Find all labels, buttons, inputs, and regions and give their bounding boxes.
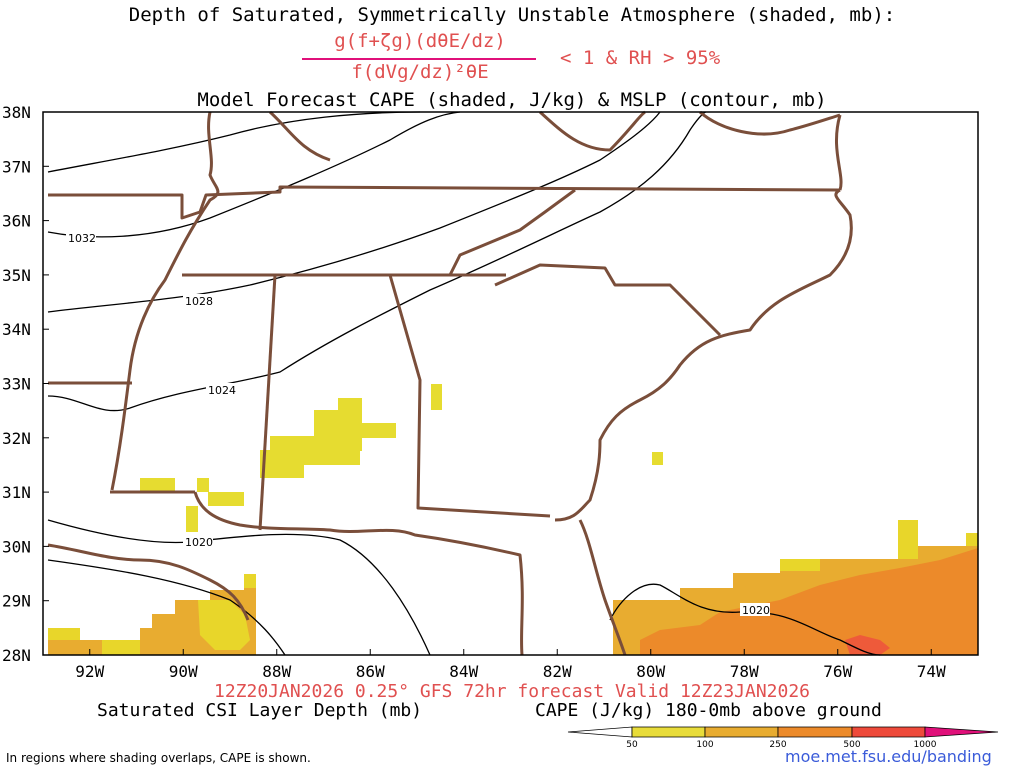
mslp-label-1020-east: 1020 [742,604,770,617]
source-url[interactable]: moe.met.fsu.edu/banding [785,747,992,766]
lon-tick-label: 88W [262,662,291,680]
colorbar-tick-label: 50 [626,740,638,750]
longitude-axis: 92W 90W 88W 86W 84W 82W 80W 78W 76W 74W [75,649,946,680]
colorbar-tick-label: 100 [696,740,713,750]
csi-legend-label: Saturated CSI Layer Depth (mb) [97,700,423,721]
colorbar-segment [631,726,706,738]
title-line-2: Model Forecast CAPE (shaded, J/kg) & MSL… [197,89,827,111]
lat-tick-label: 37N [2,157,31,176]
lat-tick-label: 31N [2,483,31,502]
lon-tick-label: 92W [75,662,104,680]
fraction-bar [302,58,536,60]
colorbar-segment [704,726,779,738]
colorbar-tick-label: 250 [769,740,786,750]
lat-tick-label: 33N [2,375,31,394]
cape-shading [48,520,978,655]
lon-tick-label: 82W [543,662,572,680]
csi-shading [140,384,663,532]
lon-tick-label: 74W [917,662,946,680]
mslp-label-1024: 1024 [208,384,236,397]
lat-tick-label: 30N [2,537,31,556]
lat-tick-label: 35N [2,266,31,285]
lat-tick-label: 34N [2,320,31,339]
colorbar-segment [567,726,633,738]
title-line-1: Depth of Saturated, Symmetrically Unstab… [128,4,896,26]
mslp-label-1020-west: 1020 [185,536,213,549]
lat-tick-label: 32N [2,429,31,448]
cape-colorbar: 50 100 250 500 1000 [567,726,999,750]
equation-condition: < 1 & RH > 95% [560,47,721,69]
lat-tick-label: 29N [2,592,31,611]
colorbar-tick-label: 1000 [914,740,937,750]
equation-denominator: f(dVg/dz)²θE [351,61,489,83]
lon-tick-label: 86W [356,662,385,680]
colorbar-segment [777,726,853,738]
lon-tick-label: 76W [823,662,852,680]
lat-tick-label: 36N [2,212,31,231]
colorbar-segment [924,726,999,738]
valid-time: 12Z20JAN2026 0.25° GFS 72hr forecast Val… [213,681,811,702]
mslp-contours [47,111,881,656]
lon-tick-label: 84W [449,662,478,680]
footnote: In regions where shading overlaps, CAPE … [6,751,311,765]
lon-tick-label: 80W [636,662,665,680]
lon-tick-label: 78W [730,662,759,680]
equation-numerator: g(f+ζg)(dθE/dz) [334,30,506,52]
lat-tick-label: 28N [2,646,31,665]
cape-legend-label: CAPE (J/kg) 180-0mb above ground [535,700,882,721]
mslp-label-1032: 1032 [68,232,96,245]
latitude-axis: 38N 37N 36N 35N 34N 33N 32N 31N 30N 29N 28N [2,103,49,665]
state-borders [47,110,853,656]
forecast-map: 38N 37N 36N 35N 34N 33N 32N 31N 30N 29N 28N 92W 90W… [2,103,979,680]
colorbar-tick-label: 500 [843,740,860,750]
lat-tick-label: 38N [2,103,31,122]
lon-tick-label: 90W [169,662,198,680]
colorbar-segment [851,726,926,738]
mslp-label-1028: 1028 [185,295,213,308]
